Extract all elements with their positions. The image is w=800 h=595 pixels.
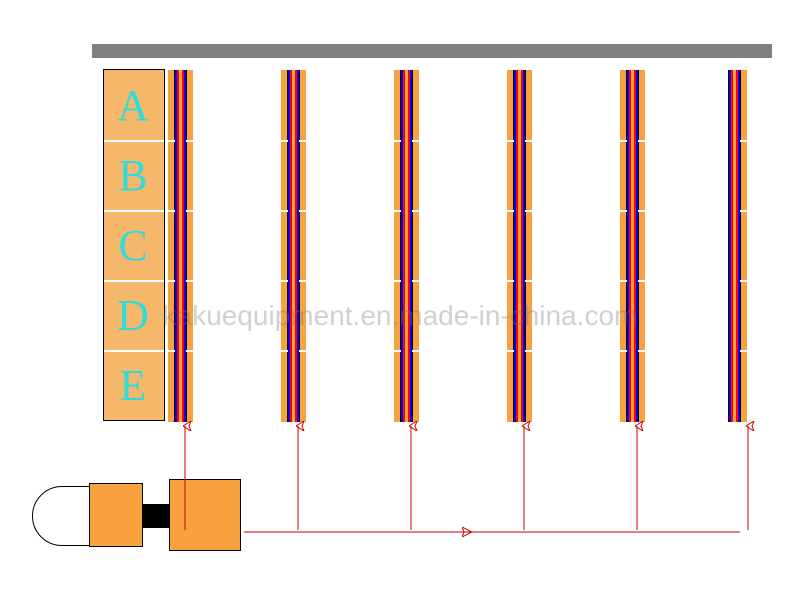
- forklift-body: [90, 484, 142, 546]
- slot-divider: [104, 210, 164, 212]
- diagram-canvas: ABCDE kakuequipment.en.made-in-china.com: [0, 0, 800, 595]
- forklift-cab: [32, 486, 94, 546]
- slot-label: B: [104, 150, 164, 201]
- slot-divider: [104, 350, 164, 352]
- slot-divider: [104, 280, 164, 282]
- rack: [728, 70, 747, 422]
- rack: [507, 70, 532, 422]
- rack: [168, 70, 193, 422]
- rack: [620, 70, 645, 422]
- slot-divider: [104, 140, 164, 142]
- slot-column: ABCDE: [104, 70, 164, 420]
- slot-label: C: [104, 220, 164, 271]
- top-wall-bar: [92, 44, 772, 58]
- slot-label: A: [104, 80, 164, 131]
- slot-label: D: [104, 290, 164, 341]
- forklift-load: [170, 480, 240, 550]
- forklift-fork: [142, 504, 170, 528]
- rack: [394, 70, 419, 422]
- rack: [281, 70, 306, 422]
- slot-label: E: [104, 360, 164, 411]
